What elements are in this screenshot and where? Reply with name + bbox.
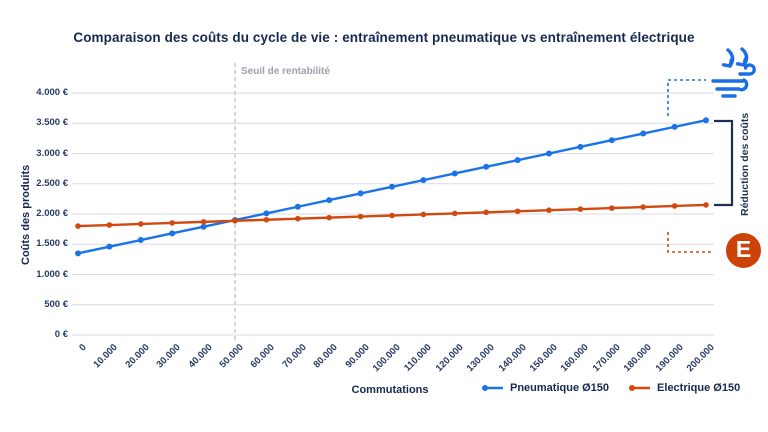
data-point-pneumatic (263, 210, 270, 217)
y-tick-label: 3.500 € (36, 117, 68, 129)
data-point-pneumatic (137, 237, 144, 244)
legend-item-electric[interactable]: Electrique Ø150 (627, 382, 740, 394)
data-point-electric (452, 210, 458, 217)
legend-item-pneumatic[interactable]: Pneumatique Ø150 (480, 382, 609, 394)
y-tick-label: 4.000 € (36, 87, 68, 98)
data-point-electric (138, 221, 144, 227)
electric-connector-line (667, 232, 713, 253)
data-point-pneumatic (75, 250, 81, 257)
data-point-pneumatic (577, 143, 584, 150)
y-tick-label: 0 € (54, 329, 68, 340)
data-point-electric (609, 205, 615, 211)
legend: Pneumatique Ø150 Electrique Ø150 (480, 382, 740, 394)
data-point-pneumatic (703, 117, 709, 124)
data-point-electric (295, 215, 301, 222)
data-point-pneumatic (608, 137, 615, 144)
data-point-pneumatic (200, 223, 207, 230)
data-point-electric (420, 211, 427, 218)
data-point-electric (546, 207, 552, 214)
data-point-pneumatic (420, 177, 427, 184)
legend-marker-icon (482, 385, 503, 391)
data-point-pneumatic (169, 230, 176, 237)
legend-label: Electrique Ø150 (657, 382, 741, 394)
electric-icon-letter: E (735, 236, 752, 262)
data-point-electric (514, 208, 521, 215)
data-point-electric (169, 220, 175, 226)
data-point-pneumatic (326, 197, 333, 204)
pneumatic-connector-line (667, 79, 706, 116)
data-point-electric (577, 206, 584, 212)
data-point-pneumatic (671, 123, 678, 130)
legend-label: Pneumatique Ø150 (510, 382, 610, 394)
y-tick-label: 500 € (44, 298, 68, 310)
data-point-pneumatic (514, 157, 521, 164)
data-point-electric (75, 223, 81, 229)
data-point-pneumatic (294, 203, 301, 210)
y-tick-label: 3.000 € (36, 147, 68, 159)
data-point-pneumatic (546, 150, 552, 157)
data-point-electric (263, 216, 270, 223)
y-tick-label: 2.500 € (36, 177, 68, 189)
data-point-electric (671, 203, 678, 209)
data-point-electric (640, 204, 646, 210)
legend-marker-icon (629, 385, 651, 391)
x-axis-title: Commutations (351, 384, 429, 396)
data-point-electric (326, 214, 333, 221)
data-point-pneumatic (451, 170, 458, 177)
data-point-pneumatic (483, 163, 490, 170)
data-point-pneumatic (357, 190, 364, 197)
compressed-air-icon (711, 47, 756, 98)
y-tick-label: 2.000 € (36, 208, 68, 219)
electric-drive-icon: E (726, 233, 761, 268)
data-point-pneumatic (106, 243, 113, 250)
cost-reduction-bracket (714, 119, 734, 207)
cost-reduction-label: Réduction des coûts (739, 112, 751, 216)
y-tick-label: 1.000 € (36, 268, 68, 280)
data-point-electric (106, 222, 113, 228)
data-point-electric (200, 219, 207, 225)
chart-title: Comparaison des coûts du cycle de vie : … (73, 30, 695, 45)
data-point-electric (232, 218, 238, 224)
data-point-electric (703, 202, 709, 208)
breakeven-threshold-label: Seuil de rentabilité (241, 66, 330, 77)
data-point-electric (357, 213, 364, 220)
y-tick-label: 1.500 € (36, 238, 68, 250)
data-point-electric (389, 212, 395, 219)
data-point-pneumatic (640, 130, 647, 137)
data-point-electric (483, 209, 490, 216)
data-point-pneumatic (389, 183, 395, 190)
